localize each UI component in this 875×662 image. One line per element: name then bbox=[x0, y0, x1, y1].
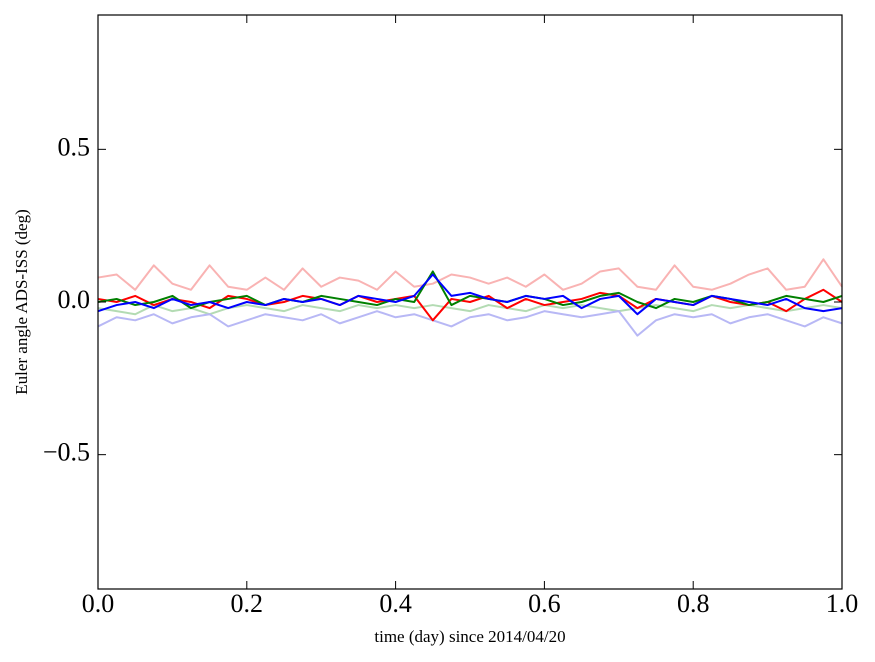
x-tick-label: 1.0 bbox=[826, 589, 859, 618]
y-axis-label: Euler angle ADS-ISS (deg) bbox=[12, 209, 31, 395]
x-tick-label: 0.2 bbox=[231, 589, 264, 618]
y-tick-label: −0.5 bbox=[43, 438, 90, 467]
data-line bbox=[97, 258, 843, 291]
x-tick-label: 0.0 bbox=[82, 589, 115, 618]
y-tick-label: 0.5 bbox=[58, 132, 91, 161]
data-line bbox=[97, 310, 843, 337]
x-tick-label: 0.4 bbox=[379, 589, 412, 618]
data-line bbox=[97, 273, 843, 316]
x-tick-label: 0.6 bbox=[528, 589, 561, 618]
data-line bbox=[97, 304, 843, 316]
y-tick-label: 0.0 bbox=[58, 285, 91, 314]
x-axis-label: time (day) since 2014/04/20 bbox=[374, 627, 565, 646]
x-tick-label: 0.8 bbox=[677, 589, 710, 618]
